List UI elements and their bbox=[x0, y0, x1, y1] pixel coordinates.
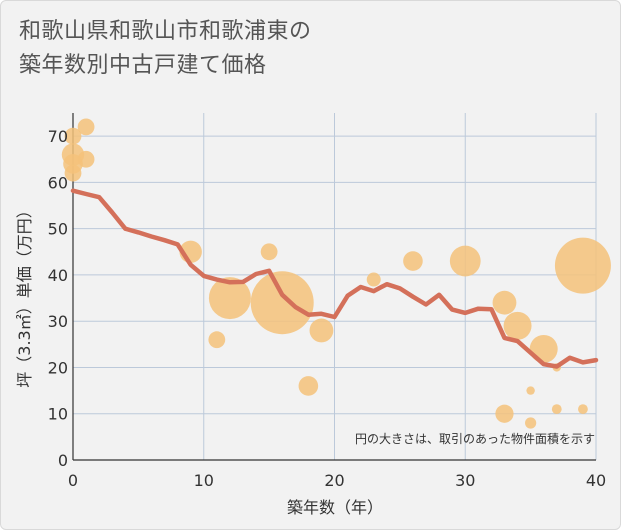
x-axis-label: 築年数（年） bbox=[287, 498, 383, 517]
title-line-1: 和歌山県和歌山市和歌浦東の bbox=[19, 19, 312, 44]
y-tick-label-4: 40 bbox=[48, 266, 68, 285]
y-tick-label-0: 0 bbox=[58, 451, 68, 470]
scatter-point-0 bbox=[64, 127, 82, 145]
scatter-point-9 bbox=[260, 243, 278, 261]
trend-line bbox=[70, 188, 599, 369]
scatter-point-5 bbox=[64, 164, 82, 182]
x-axis-ticks: 0 10 20 30 40 bbox=[68, 471, 606, 490]
x-tick-label-0: 0 bbox=[68, 471, 78, 490]
scatter-point-18 bbox=[495, 404, 514, 423]
scatter-point-17 bbox=[503, 311, 532, 340]
scatter-point-25 bbox=[578, 404, 588, 415]
scatter-point-15 bbox=[449, 245, 481, 277]
y-tick-label-1: 10 bbox=[48, 405, 68, 424]
scatter-point-20 bbox=[525, 417, 537, 429]
scatter-point-24 bbox=[554, 237, 611, 294]
scatter-point-19 bbox=[526, 386, 535, 395]
scatter-point-23 bbox=[551, 404, 562, 415]
title-line-2: 築年数別中古戸建て価格 bbox=[19, 53, 267, 78]
scatter-point-12 bbox=[309, 318, 334, 343]
y-tick-label-2: 20 bbox=[48, 358, 68, 377]
y-tick-label-7: 70 bbox=[48, 127, 68, 146]
scatter-point-21 bbox=[529, 334, 558, 363]
x-tick-label-1: 10 bbox=[194, 471, 214, 490]
chart-title: 和歌山県和歌山市和歌浦東の 築年数別中古戸建て価格 bbox=[19, 15, 312, 83]
scatter-point-1 bbox=[77, 118, 95, 136]
scatter-point-11 bbox=[298, 376, 319, 396]
scatter-point-8 bbox=[208, 277, 251, 320]
scatter-point-16 bbox=[492, 290, 517, 315]
scatter-points bbox=[61, 118, 611, 429]
y-tick-label-5: 50 bbox=[48, 220, 68, 239]
scatter-point-7 bbox=[208, 331, 226, 349]
grid-lines bbox=[72, 113, 597, 461]
scatter-point-10 bbox=[250, 271, 314, 335]
y-axis-label: 坪（3.3㎡）単価（万円） bbox=[15, 202, 34, 387]
x-tick-label-4: 40 bbox=[586, 471, 606, 490]
scatter-point-13 bbox=[366, 272, 381, 287]
y-axis-ticks: 0 10 20 30 40 50 60 70 bbox=[48, 127, 68, 470]
area-note: 円の大きさは、取引のあった物件面積を示す bbox=[355, 431, 595, 446]
x-tick-label-3: 30 bbox=[455, 471, 475, 490]
x-tick-label-2: 20 bbox=[324, 471, 344, 490]
y-tick-label-3: 30 bbox=[48, 312, 68, 331]
y-tick-label-6: 60 bbox=[48, 173, 68, 192]
scatter-point-14 bbox=[403, 251, 423, 271]
